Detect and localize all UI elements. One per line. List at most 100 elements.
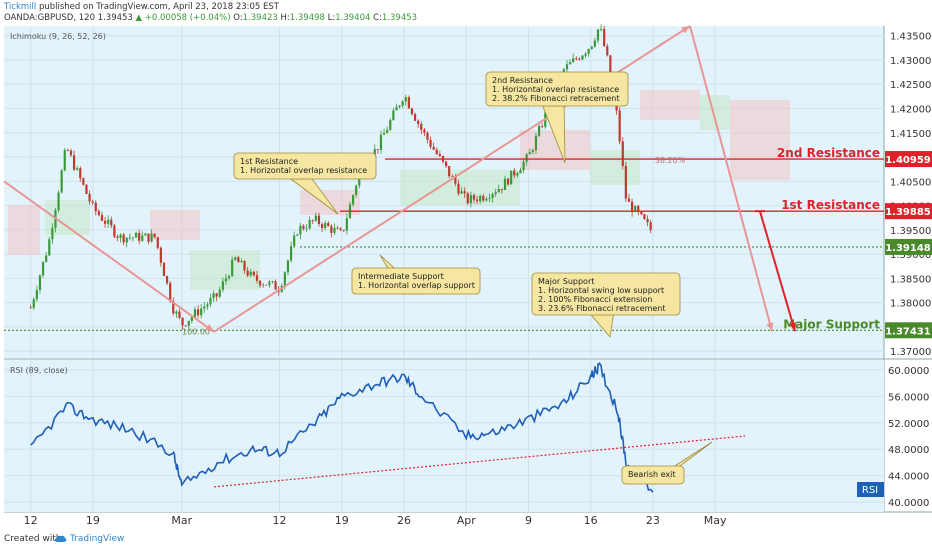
candle-body [72,155,76,170]
callout-box [531,272,681,316]
candle-body [150,233,153,242]
close-label: C: [373,13,382,23]
candle-body [590,46,593,49]
candle-body [144,233,147,236]
candle-body [302,225,305,229]
candle-body [190,316,193,321]
y-tick-label: 1.43500 [890,32,931,43]
candle-body [311,220,314,221]
trend-arrow-head [205,324,214,332]
candle-body [258,280,262,286]
x-tick-label: 26 [397,514,411,527]
candle-body [339,228,342,230]
candle-body [60,170,63,193]
ichimoku-cloud-bearish [8,205,40,255]
candle-body [51,227,54,240]
candle-body [178,311,181,318]
rsi-tick-label: 56.0000 [888,392,929,403]
candle-body [134,232,138,238]
price-tag [885,203,932,220]
candle-body [234,257,237,260]
candle-body [107,219,110,224]
candle-body [333,228,336,233]
candle-body [479,195,482,202]
tradingview-brand[interactable]: TradingView [70,534,125,544]
candle-body [200,308,203,316]
candle-body [488,198,491,199]
candle-body [262,284,265,286]
candle-body [413,114,417,121]
candle-body [603,28,606,47]
candle-body [88,193,91,202]
callout-text: 1. Horizontal overlap support [358,281,475,290]
last-price: 1.39453 [97,13,133,23]
created-with-label: Created with [4,534,62,544]
candle-body [252,271,255,276]
ichimoku-cloud-bullish [700,95,730,130]
y-tick-label: 1.39000 [890,250,931,261]
level-label: 2nd Resistance [777,146,880,160]
y-tick-label: 1.37000 [890,347,931,358]
rsi-tag [857,482,884,497]
candle-body [110,219,113,226]
callout-text: Major Support [538,277,594,286]
candle-body [572,58,575,63]
candle-body [578,58,581,60]
rsi-pane[interactable]: 60.0000 56.0000 52.0000 48.0000 44.0000 40.00… [4,360,929,512]
candle-body [392,110,395,121]
candle-body [444,161,448,167]
candle-body [516,173,519,176]
ichimoku-cloud-bullish [190,250,260,290]
trend-arrow [3,180,215,333]
candle-body [528,152,531,155]
candle-body [156,237,159,248]
y-tick-label: 1.42500 [890,80,931,91]
candle-body [172,300,175,314]
candle-body [218,289,221,297]
callout-text: 2nd Resistance [492,76,553,85]
candle-body [587,48,590,54]
ichimoku-legend[interactable]: Ichimoku (9, 26, 52, 26) [10,32,106,41]
rsi-tag-label: RSI [862,485,878,496]
chart-canvas[interactable]: 12 19 Mar 12 19 26 Apr 9 16 23 May1.435001.430001.… [0,0,932,528]
candle-body [85,184,88,194]
rsi-legend[interactable]: RSI (89, close) [10,366,68,375]
candle-body [426,132,429,140]
candle-body [432,146,435,150]
candle-body [97,211,100,216]
candle-body [351,195,355,205]
candle-body [624,165,627,199]
candle-body [38,275,42,291]
candle-body [401,101,404,106]
candle-body [460,191,463,194]
x-tick-label: 12 [24,514,38,527]
candle-body [274,281,277,290]
symbol-line: OANDA:GBPUSD, 120 1.39453 ▲ +0.00058 (+0… [4,13,417,23]
candle-body [519,170,522,174]
candle-body [472,195,476,200]
candle-body [435,149,438,155]
rsi-tick-label: 52.0000 [888,419,929,430]
footer: Created with TradingView [0,528,932,550]
candle-body [69,150,73,156]
candle-body [469,195,472,204]
rsi-pane-background[interactable] [4,360,884,512]
callout-box [233,152,377,180]
author-link[interactable]: Tickmill [4,2,37,12]
level-label: 1st Resistance [781,198,880,212]
candle-body [565,64,569,70]
candle-body [79,168,82,179]
candle-body [485,198,488,201]
candle-body [131,237,135,239]
callout-text: Intermediate Support [358,272,444,281]
y-tick-label: 1.43000 [890,56,931,67]
candle-body [506,178,510,185]
x-tick-label: 19 [335,514,349,527]
candle-body [289,246,293,261]
callout-text: 1. Horizontal swing low support [538,286,664,295]
candle-body [153,233,156,238]
candle-body [646,219,649,223]
x-tick-label: Apr [457,514,477,527]
candle-body [286,260,290,273]
